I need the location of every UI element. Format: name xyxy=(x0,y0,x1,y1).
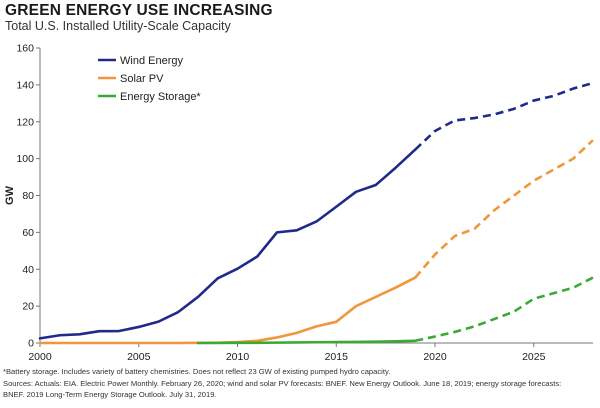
x-tick-label: 2000 xyxy=(28,351,52,363)
footnotes: *Battery storage. Includes variety of ba… xyxy=(3,366,597,401)
y-tick-label: 160 xyxy=(16,43,34,55)
chart-title: GREEN ENERGY USE INCREASING xyxy=(5,2,273,19)
y-tick-label: 100 xyxy=(16,153,34,165)
series-line-solar-pv-actual xyxy=(38,276,417,345)
series-line-wind-energy-actual xyxy=(38,148,417,340)
x-tick-label: 2025 xyxy=(522,351,546,363)
y-tick-label: 40 xyxy=(22,264,34,276)
y-tick-label: 0 xyxy=(28,338,34,350)
series-line-energy-storage-forecast xyxy=(414,276,594,343)
legend-label-wind-energy: Wind Energy xyxy=(120,55,183,67)
y-tick-label: 80 xyxy=(22,190,34,202)
legend-label-solar-pv: Solar PV xyxy=(120,73,164,85)
legend-label-energy-storage: Energy Storage* xyxy=(120,91,201,103)
footnote-sources-line-1: Sources: Actuals: EIA. Electric Power Mo… xyxy=(3,378,562,388)
chart-subtitle: Total U.S. Installed Utility-Scale Capac… xyxy=(5,19,231,33)
x-tick-label: 2015 xyxy=(325,351,349,363)
series-line-solar-pv-forecast xyxy=(414,139,594,279)
y-tick-label: 140 xyxy=(16,79,34,91)
line-chart: 0 20 40 60 80 100 120 140 160 2000 2005 2010 2015 202… xyxy=(4,43,594,363)
y-tick-label: 60 xyxy=(22,227,34,239)
series-line-energy-storage-actual xyxy=(196,339,417,345)
y-tick-label: 20 xyxy=(22,301,34,313)
footnote-battery-storage: *Battery storage. Includes variety of ba… xyxy=(3,367,391,376)
series-line-wind-energy-forecast xyxy=(414,81,594,151)
x-tick-label: 2020 xyxy=(423,351,447,363)
x-tick-label: 2010 xyxy=(226,351,250,363)
y-axis-label: GW xyxy=(4,185,16,205)
x-tick-label: 2005 xyxy=(127,351,151,363)
footnote-sources-line-2: BNEF. 2019 Long-Term Energy Storage Outl… xyxy=(3,390,217,399)
y-tick-label: 120 xyxy=(16,116,34,128)
